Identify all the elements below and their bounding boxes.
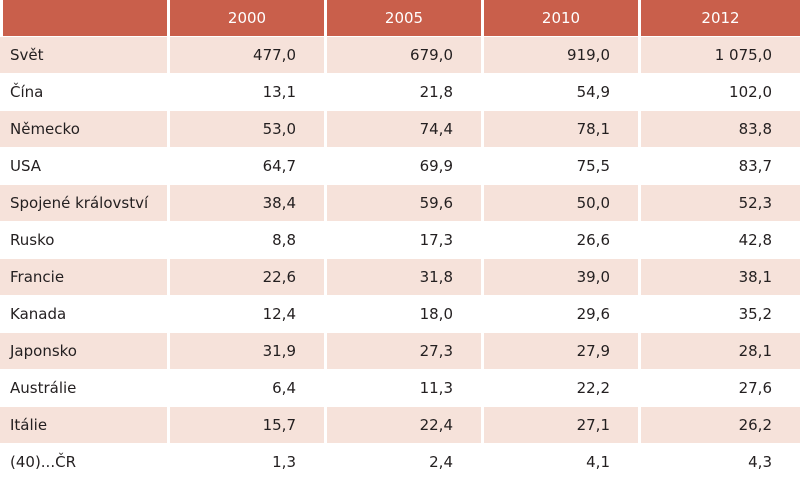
value-cell: 18,0 (327, 295, 484, 332)
value-cell: 4,3 (641, 443, 800, 480)
value-cell: 38,4 (170, 184, 327, 221)
row-label: Svět (0, 36, 170, 73)
row-label: Francie (0, 258, 170, 295)
value-cell: 69,9 (327, 147, 484, 184)
row-label: (40)...ČR (0, 443, 170, 480)
table-body: Svět 477,0 679,0 919,0 1 075,0 Čína 13,1 21,8 54… (0, 36, 800, 480)
value-cell: 679,0 (327, 36, 484, 73)
value-cell: 74,4 (327, 110, 484, 147)
value-cell: 22,2 (484, 369, 641, 406)
table-row: Svět 477,0 679,0 919,0 1 075,0 (0, 36, 800, 73)
value-cell: 15,7 (170, 406, 327, 443)
value-cell: 27,6 (641, 369, 800, 406)
value-cell: 11,3 (327, 369, 484, 406)
value-cell: 22,6 (170, 258, 327, 295)
table-row: Čína 13,1 21,8 54,9 102,0 (0, 73, 800, 110)
table-row: Japonsko 31,9 27,3 27,9 28,1 (0, 332, 800, 369)
value-cell: 78,1 (484, 110, 641, 147)
value-cell: 35,2 (641, 295, 800, 332)
header-cell-year: 2005 (327, 0, 484, 36)
value-cell: 27,3 (327, 332, 484, 369)
header-row: 2000 2005 2010 2012 (0, 0, 800, 36)
value-cell: 21,8 (327, 73, 484, 110)
row-label: Spojené království (0, 184, 170, 221)
table-row: Rusko 8,8 17,3 26,6 42,8 (0, 221, 800, 258)
value-cell: 1,3 (170, 443, 327, 480)
header-cell-year: 2012 (641, 0, 800, 36)
table-row: Francie 22,6 31,8 39,0 38,1 (0, 258, 800, 295)
value-cell: 26,2 (641, 406, 800, 443)
value-cell: 38,1 (641, 258, 800, 295)
value-cell: 477,0 (170, 36, 327, 73)
value-cell: 39,0 (484, 258, 641, 295)
table-row: Německo 53,0 74,4 78,1 83,8 (0, 110, 800, 147)
value-cell: 42,8 (641, 221, 800, 258)
value-cell: 54,9 (484, 73, 641, 110)
value-cell: 64,7 (170, 147, 327, 184)
value-cell: 53,0 (170, 110, 327, 147)
value-cell: 83,8 (641, 110, 800, 147)
row-label: Itálie (0, 406, 170, 443)
row-label: Kanada (0, 295, 170, 332)
row-label: Rusko (0, 221, 170, 258)
value-cell: 2,4 (327, 443, 484, 480)
value-cell: 59,6 (327, 184, 484, 221)
row-label: Čína (0, 73, 170, 110)
value-cell: 919,0 (484, 36, 641, 73)
value-cell: 50,0 (484, 184, 641, 221)
value-cell: 31,8 (327, 258, 484, 295)
value-cell: 12,4 (170, 295, 327, 332)
header-cell-year: 2000 (170, 0, 327, 36)
value-cell: 52,3 (641, 184, 800, 221)
row-label: Německo (0, 110, 170, 147)
value-cell: 8,8 (170, 221, 327, 258)
header-cell-label (0, 0, 170, 36)
table-header: 2000 2005 2010 2012 (0, 0, 800, 36)
value-cell: 75,5 (484, 147, 641, 184)
row-label: Austrálie (0, 369, 170, 406)
row-label: USA (0, 147, 170, 184)
value-cell: 1 075,0 (641, 36, 800, 73)
value-cell: 6,4 (170, 369, 327, 406)
value-cell: 22,4 (327, 406, 484, 443)
value-cell: 13,1 (170, 73, 327, 110)
table-row: Austrálie 6,4 11,3 22,2 27,6 (0, 369, 800, 406)
table-row: Kanada 12,4 18,0 29,6 35,2 (0, 295, 800, 332)
value-cell: 31,9 (170, 332, 327, 369)
value-cell: 83,7 (641, 147, 800, 184)
table-row: (40)...ČR 1,3 2,4 4,1 4,3 (0, 443, 800, 480)
value-cell: 28,1 (641, 332, 800, 369)
value-cell: 27,1 (484, 406, 641, 443)
row-label: Japonsko (0, 332, 170, 369)
value-cell: 29,6 (484, 295, 641, 332)
value-cell: 27,9 (484, 332, 641, 369)
table-row: USA 64,7 69,9 75,5 83,7 (0, 147, 800, 184)
header-cell-year: 2010 (484, 0, 641, 36)
value-cell: 26,6 (484, 221, 641, 258)
value-cell: 102,0 (641, 73, 800, 110)
value-cell: 4,1 (484, 443, 641, 480)
table-row: Itálie 15,7 22,4 27,1 26,2 (0, 406, 800, 443)
table-row: Spojené království 38,4 59,6 50,0 52,3 (0, 184, 800, 221)
value-cell: 17,3 (327, 221, 484, 258)
